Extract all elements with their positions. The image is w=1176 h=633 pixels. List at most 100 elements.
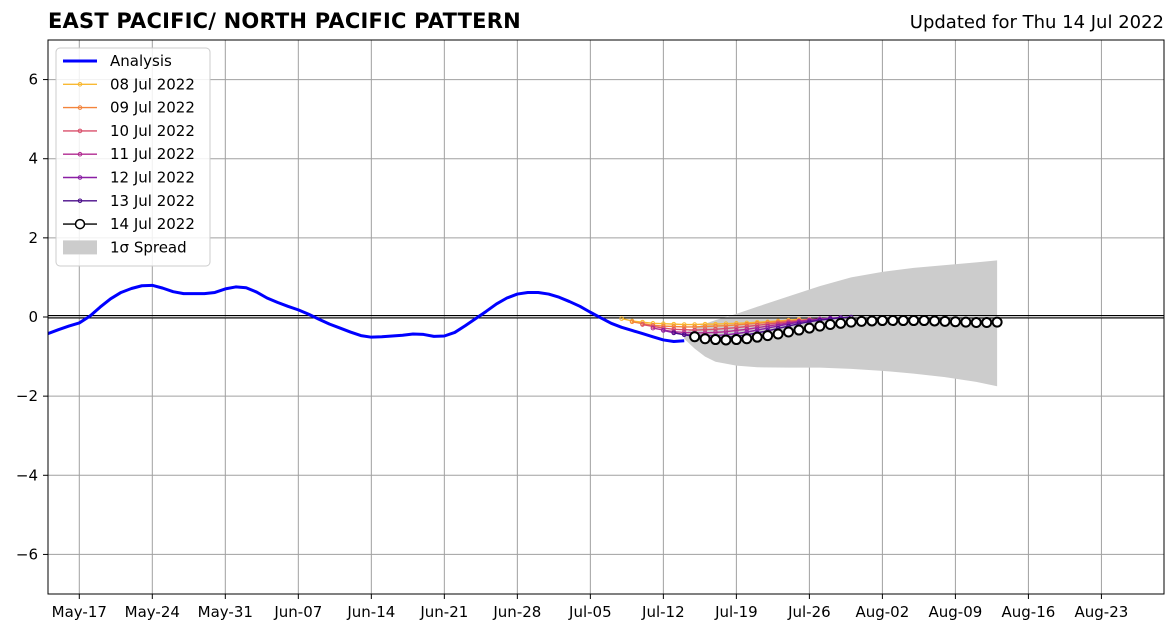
legend-label: 13 Jul 2022 xyxy=(110,192,195,210)
legend-item: 08 Jul 2022 xyxy=(63,75,195,93)
forecast-point xyxy=(866,315,878,327)
legend-label: 11 Jul 2022 xyxy=(110,145,195,163)
y-tick-label: 0 xyxy=(28,308,38,326)
y-tick-label: −6 xyxy=(16,545,38,563)
forecast-point xyxy=(681,332,687,338)
analysis-line xyxy=(48,283,685,344)
forecast-point xyxy=(671,330,677,336)
forecast-point xyxy=(650,325,656,331)
legend-item: 1σ Spread xyxy=(63,238,187,256)
forecast-point xyxy=(671,324,677,329)
x-tick-label: Jul-19 xyxy=(714,603,758,621)
forecast-point xyxy=(918,315,930,327)
forecast-point xyxy=(689,331,701,343)
legend-label: 12 Jul 2022 xyxy=(110,169,195,187)
legend: Analysis 08 Jul 2022 09 Jul 2022 10 Jul 202… xyxy=(55,47,211,267)
series-14-jul-2022 xyxy=(689,315,1003,346)
forecast-point xyxy=(681,327,687,332)
legend-label: Analysis xyxy=(110,52,172,70)
forecast-point xyxy=(824,319,836,331)
forecast-point xyxy=(929,315,941,327)
forecast-point xyxy=(876,315,888,327)
x-tick-label: Jul-26 xyxy=(787,603,831,621)
legend-label: 09 Jul 2022 xyxy=(110,99,195,117)
forecast-point xyxy=(814,320,826,332)
forecast-point xyxy=(765,325,770,331)
forecast-point xyxy=(720,334,732,346)
chart-title: EAST PACIFIC/ NORTH PACIFIC PATTERN xyxy=(48,9,521,33)
forecast-point xyxy=(803,322,815,334)
forecast-point xyxy=(856,315,868,327)
legend-item: 14 Jul 2022 xyxy=(63,215,195,233)
forecast-point xyxy=(762,330,774,342)
forecast-point xyxy=(741,333,753,345)
forecast-point xyxy=(681,324,687,330)
legend-item: Analysis xyxy=(63,52,172,70)
x-tick-label: Aug-23 xyxy=(1075,603,1129,621)
x-tick-label: Aug-16 xyxy=(1002,603,1056,621)
legend-marker xyxy=(77,128,83,134)
legend-swatch xyxy=(63,240,97,255)
legend-marker xyxy=(77,175,83,180)
y-tick-label: −4 xyxy=(16,466,38,484)
forecast-point xyxy=(897,315,909,327)
forecast-point xyxy=(908,315,920,327)
series-analysis xyxy=(48,283,685,344)
forecast-point xyxy=(991,316,1003,328)
forecast-point xyxy=(793,324,805,336)
chart-subtitle: Updated for Thu 14 Jul 2022 xyxy=(909,12,1164,33)
legend-label: 1σ Spread xyxy=(110,238,187,256)
x-tick-label: Jul-12 xyxy=(641,603,685,621)
legend-item: 09 Jul 2022 xyxy=(63,99,195,117)
x-tick-label: May-24 xyxy=(125,603,180,621)
forecast-point xyxy=(949,316,961,328)
legend-label: 08 Jul 2022 xyxy=(110,75,195,93)
forecast-point xyxy=(723,323,729,329)
forecast-point xyxy=(619,316,624,321)
legend-item: 10 Jul 2022 xyxy=(63,122,195,140)
legend-label: 10 Jul 2022 xyxy=(110,122,195,140)
forecast-point xyxy=(835,317,847,329)
forecast-point xyxy=(939,315,951,327)
legend-marker xyxy=(77,198,83,204)
forecast-point xyxy=(960,316,972,328)
legend-item: 13 Jul 2022 xyxy=(63,192,195,210)
legend-item: 11 Jul 2022 xyxy=(63,145,195,163)
forecast-point xyxy=(640,322,645,327)
forecast-point xyxy=(629,319,635,325)
forecast-point xyxy=(845,316,857,328)
forecast-point xyxy=(734,322,739,328)
legend-item: 12 Jul 2022 xyxy=(63,169,195,187)
forecast-point xyxy=(772,328,784,340)
legend-marker xyxy=(77,82,83,87)
series-layer xyxy=(48,283,1003,346)
legend-label: 14 Jul 2022 xyxy=(110,215,195,233)
forecast-point xyxy=(661,328,666,333)
forecast-point xyxy=(699,333,711,345)
forecast-point xyxy=(970,317,982,329)
forecast-point xyxy=(981,317,993,329)
x-tick-label: Jun-28 xyxy=(492,603,541,621)
x-tick-label: Jun-21 xyxy=(419,603,468,621)
x-tick-label: Jun-07 xyxy=(273,603,322,621)
axes: May-17 May-24 May-31 Jun-07 Jun-14 Jun-21 Jun-… xyxy=(16,71,1128,621)
y-tick-label: 4 xyxy=(28,150,38,168)
legend-marker xyxy=(77,105,83,110)
legend-marker xyxy=(74,218,86,230)
y-tick-label: 6 xyxy=(28,71,38,89)
forecast-point xyxy=(710,334,722,346)
forecast-point xyxy=(887,315,899,327)
forecast-point xyxy=(744,324,750,329)
forecast-point xyxy=(751,331,763,343)
x-tick-label: May-31 xyxy=(198,603,253,621)
x-tick-label: May-17 xyxy=(52,603,107,621)
y-tick-label: −2 xyxy=(16,387,38,405)
forecast-point xyxy=(783,326,795,338)
legend-marker xyxy=(77,151,83,157)
x-tick-label: Jul-05 xyxy=(568,603,612,621)
forecast-point xyxy=(730,334,742,346)
x-tick-label: Aug-02 xyxy=(855,603,909,621)
grid xyxy=(48,40,1164,594)
forecast-point xyxy=(734,325,739,330)
